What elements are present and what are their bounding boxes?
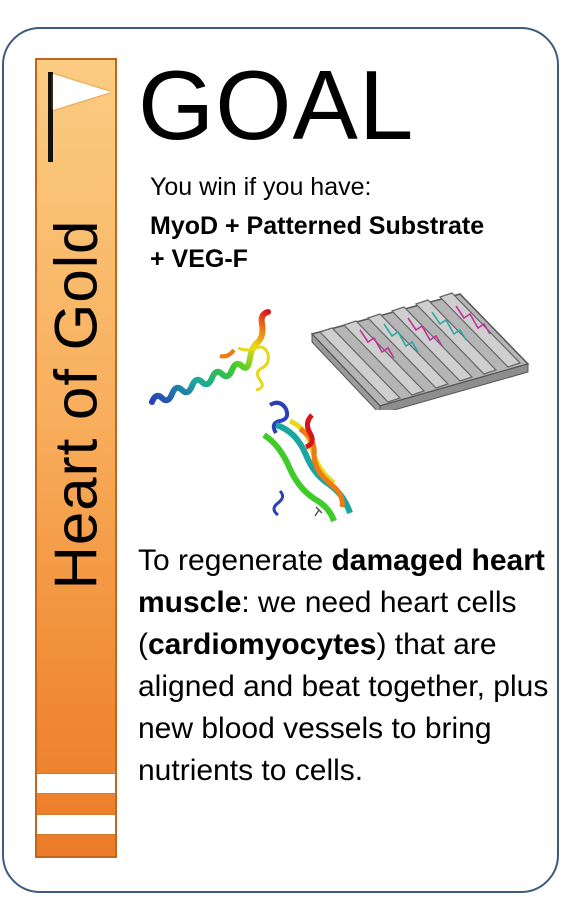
win-combo-line-2: + VEG-F <box>150 245 248 273</box>
win-combo-line-1: MyoD + Patterned Substrate <box>150 212 485 240</box>
goal-description: To regenerate damaged heart muscle: we n… <box>138 540 553 792</box>
side-title: Heart of Gold <box>35 58 117 658</box>
flag-icon <box>53 74 111 110</box>
flag-pole <box>48 72 53 162</box>
vegf-protein-image <box>262 400 353 523</box>
side-color-bar <box>35 58 117 858</box>
side-title-text: Heart of Gold <box>42 219 110 589</box>
bar-stripe-2 <box>37 814 115 835</box>
desc-part-2: : we need heart cells ( <box>138 586 517 661</box>
desc-bold-1: damaged heart muscle <box>138 544 545 619</box>
patterned-substrate-image <box>310 292 530 410</box>
win-label: You win if you have: <box>150 173 372 201</box>
bar-stripe-1 <box>37 773 115 794</box>
desc-part-3: ) that are aligned and beat together, pl… <box>138 628 549 787</box>
goal-heading: GOAL <box>138 50 415 160</box>
desc-part-1: To regenerate <box>138 544 332 577</box>
win-combo: MyoD + Patterned Substrate + VEG-F <box>150 210 550 276</box>
desc-bold-2: cardiomyocytes <box>148 628 377 661</box>
myod-protein-image <box>149 309 271 405</box>
